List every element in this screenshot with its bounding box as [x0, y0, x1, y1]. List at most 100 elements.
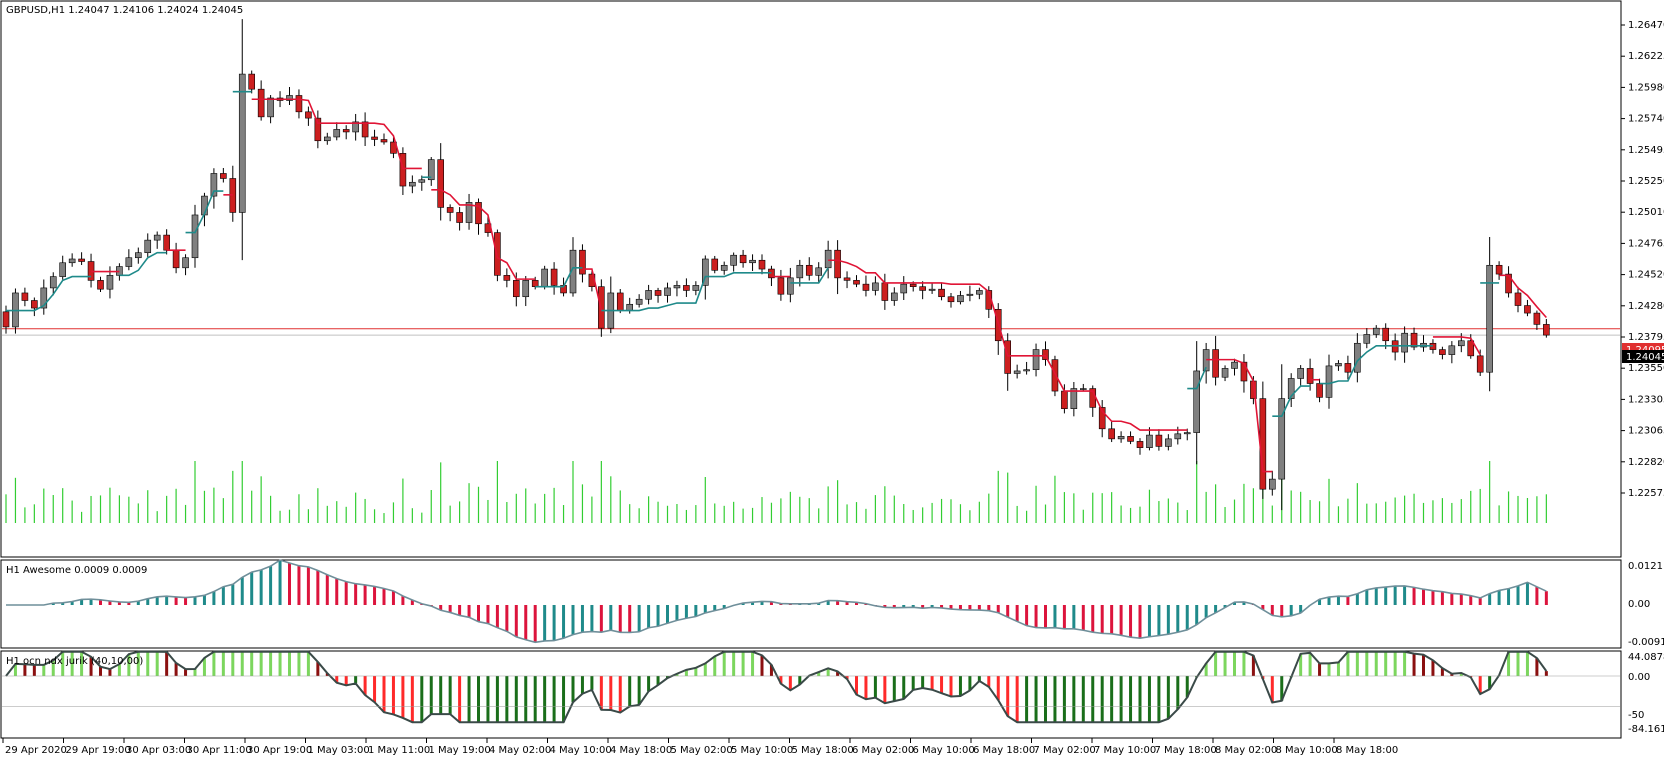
candle	[220, 173, 227, 179]
candle	[966, 293, 974, 296]
candle	[409, 181, 416, 187]
candle	[21, 292, 29, 301]
time-label: 6 May 02:00	[852, 745, 914, 756]
candle	[1297, 368, 1304, 379]
candle	[342, 129, 350, 133]
time-label: 5 May 10:00	[731, 745, 793, 756]
candle	[305, 111, 312, 119]
price-label: 1.24520	[1628, 270, 1664, 281]
candle	[512, 280, 520, 298]
awesome-oscillator-bars	[6, 559, 1548, 644]
trend-segment	[828, 259, 1188, 431]
candle	[475, 202, 482, 225]
time-label: 29 Apr 2020	[5, 745, 67, 756]
candle	[824, 249, 832, 269]
candle	[333, 129, 341, 138]
candle	[683, 285, 690, 291]
price-label: 1.26225	[1628, 51, 1664, 62]
candle	[947, 296, 955, 303]
time-label: 30 Apr 03:00	[126, 745, 191, 756]
main-pane[interactable]	[0, 0, 1622, 558]
candle	[399, 153, 407, 187]
candle	[427, 159, 435, 181]
time-label: 4 May 18:00	[610, 745, 672, 756]
price-label: 1.24280	[1628, 301, 1664, 312]
candle	[1458, 340, 1465, 347]
trend-segment	[1187, 366, 1207, 390]
candle	[503, 275, 511, 281]
candle	[843, 277, 851, 281]
candle	[31, 300, 38, 309]
candle	[711, 258, 719, 271]
time-label: 6 May 10:00	[913, 745, 975, 756]
trend-segment	[535, 266, 583, 288]
price-label: 1.23795	[1628, 332, 1664, 343]
candle	[692, 285, 700, 291]
candle	[531, 280, 539, 287]
time-label: 5 May 18:00	[792, 745, 854, 756]
price-label: 1.23550	[1628, 363, 1664, 374]
candle	[49, 276, 57, 289]
candle	[1051, 359, 1059, 392]
candle	[938, 288, 945, 298]
candle	[1287, 378, 1295, 399]
candle	[796, 264, 804, 279]
candle	[900, 283, 908, 294]
ao-pane-title: H1 Awesome 0.0009 0.0009	[6, 565, 147, 576]
candle	[522, 280, 530, 298]
candle	[1344, 363, 1352, 373]
price-label: 1.25010	[1628, 207, 1664, 218]
ao-scale-label: 0.0121	[1628, 561, 1663, 572]
candle	[78, 258, 85, 262]
candle	[1306, 368, 1314, 384]
candle	[352, 121, 359, 133]
trend-segment	[431, 189, 536, 280]
candle	[286, 95, 293, 101]
trend-segment	[582, 268, 603, 311]
candle	[153, 234, 161, 241]
ao-scale-label: -0.0091	[1628, 637, 1664, 648]
price-scale[interactable]: 1.26470 1.26225 1.25980 1.25740 1.25495 1.252…	[1621, 20, 1664, 499]
candle	[437, 159, 445, 208]
candle	[909, 283, 917, 287]
candle	[1013, 370, 1021, 374]
candle	[541, 268, 548, 287]
candle	[172, 249, 180, 269]
trend-segment	[1206, 358, 1273, 473]
candle	[456, 212, 463, 223]
candle	[68, 258, 76, 264]
trend-segment	[1319, 344, 1433, 385]
candle	[40, 287, 48, 309]
candle	[550, 268, 558, 286]
candle	[787, 277, 794, 295]
candle	[853, 280, 860, 285]
trend-line	[6, 90, 1547, 473]
main-pane-title: GBPUSD,H1 1.24047 1.24106 1.24024 1.2404…	[6, 5, 243, 16]
candle	[928, 288, 936, 291]
candle	[465, 202, 473, 223]
candle	[730, 254, 737, 266]
price-label: 1.25250	[1628, 176, 1664, 187]
candle	[1448, 345, 1456, 355]
candle	[135, 252, 142, 259]
jurik-pane[interactable]	[0, 650, 1622, 739]
candle	[1231, 361, 1238, 369]
candle	[446, 207, 454, 213]
jurik-outline	[5, 650, 1548, 724]
time-label: 4 May 10:00	[550, 745, 612, 756]
candle	[626, 303, 634, 311]
candle	[890, 292, 898, 301]
trend-segment	[601, 272, 772, 312]
ao-scale-label: 0.00	[1628, 599, 1650, 610]
candle	[720, 264, 728, 271]
candle	[1061, 390, 1068, 409]
jurik-scale-label: -84.1618	[1628, 724, 1664, 735]
candle	[1023, 369, 1030, 372]
candle	[616, 292, 624, 311]
candle	[494, 232, 501, 276]
trend-segment	[6, 275, 92, 312]
price-label: 1.25740	[1628, 114, 1664, 125]
price-label: 1.22820	[1628, 457, 1664, 468]
